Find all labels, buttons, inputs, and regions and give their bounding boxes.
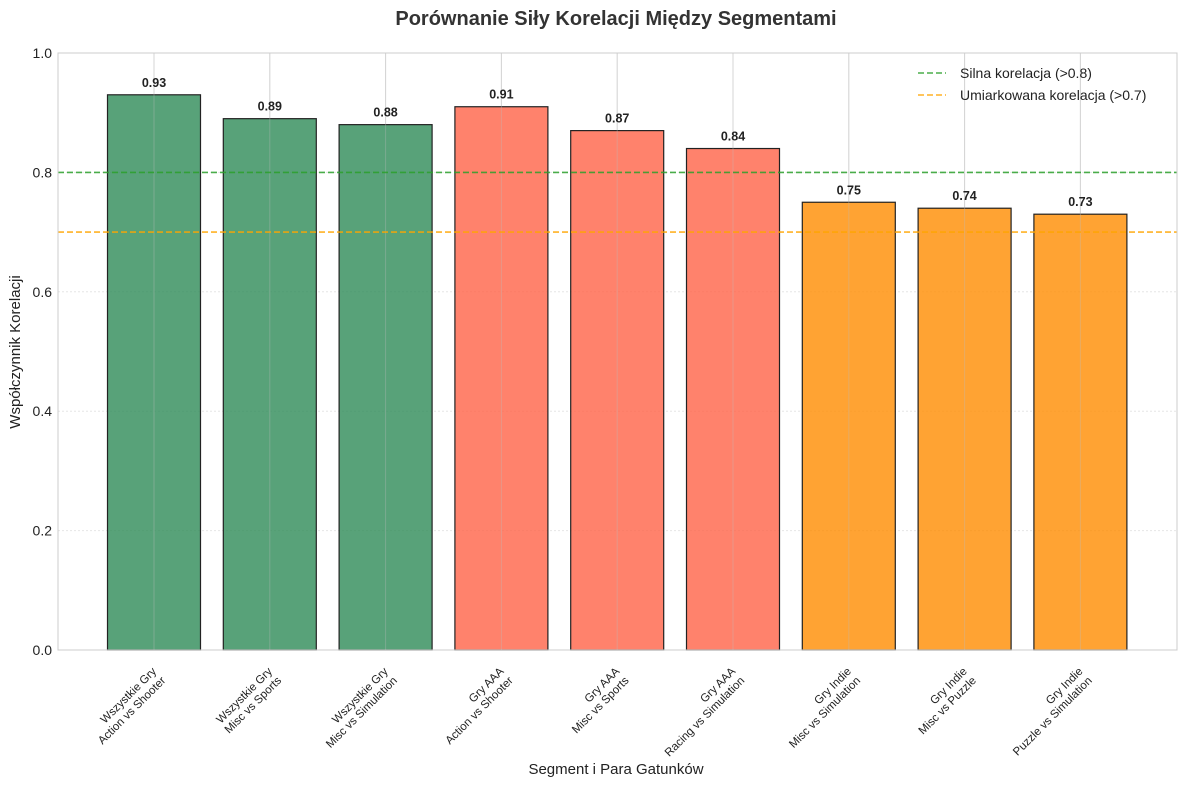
bar-value-label: 0.73 xyxy=(1068,195,1092,209)
bar-value-label: 0.88 xyxy=(373,106,397,120)
x-tick-label: Gry IndiePuzzle vs Simulation xyxy=(1002,666,1095,759)
y-tick-label: 1.0 xyxy=(33,45,53,61)
x-tick-label: Gry AAAAction vs Shooter xyxy=(434,665,516,747)
x-tick-label: Wszystkie GryMisc vs Simulation xyxy=(315,665,400,750)
x-tick-line: Racing vs Simulation xyxy=(663,675,747,759)
bar[interactable] xyxy=(106,94,202,651)
bar[interactable] xyxy=(222,118,317,651)
y-axis-label: Współczynnik Korelacji xyxy=(7,275,24,428)
bar[interactable] xyxy=(570,130,665,651)
bar[interactable] xyxy=(454,106,549,651)
y-tick-label: 0.6 xyxy=(33,284,53,300)
plot-frame xyxy=(57,52,1178,651)
x-tick-line: Puzzle vs Simulation xyxy=(1011,675,1095,759)
x-tick-label: Gry AAAMisc vs Sports xyxy=(561,665,632,736)
legend: Silna korelacja (>0.8) Umiarkowana korela… xyxy=(918,65,1146,103)
legend-label: Silna korelacja (>0.8) xyxy=(960,65,1092,81)
x-tick-label: Gry IndieMisc vs Puzzle xyxy=(907,666,978,737)
bar[interactable] xyxy=(917,207,1012,651)
chart-title: Porównanie Siły Korelacji Między Segment… xyxy=(395,8,836,30)
bar-value-label: 0.93 xyxy=(142,76,166,90)
bar[interactable] xyxy=(1033,213,1128,651)
bar-value-label: 0.91 xyxy=(489,88,513,102)
y-tick-label: 0.2 xyxy=(33,523,53,539)
y-tick-label: 0.4 xyxy=(33,403,53,419)
bar-value-label: 0.89 xyxy=(258,100,282,114)
x-tick-label: Gry IndieMisc vs Simulation xyxy=(778,666,863,751)
bar-value-label: 0.75 xyxy=(837,183,861,197)
grid-overlay xyxy=(153,53,1081,650)
bar-value-label: 0.87 xyxy=(605,112,629,126)
bar[interactable] xyxy=(801,201,896,651)
x-tick-label: Gry AAARacing vs Simulation xyxy=(654,665,748,759)
bar[interactable] xyxy=(338,124,433,651)
legend-label: Umiarkowana korelacja (>0.7) xyxy=(960,87,1146,103)
bar-value-label: 0.84 xyxy=(721,130,745,144)
x-axis-label: Segment i Para Gatunków xyxy=(528,761,703,778)
reference-lines xyxy=(58,171,1177,233)
x-tick-label: Wszystkie GryAction vs Shooter xyxy=(87,665,169,747)
x-tick-label: Wszystkie GryMisc vs Sports xyxy=(214,665,285,736)
bar-value-label: 0.74 xyxy=(952,189,976,203)
y-tick-label: 0.0 xyxy=(33,642,53,658)
y-tick-label: 0.8 xyxy=(33,164,53,180)
